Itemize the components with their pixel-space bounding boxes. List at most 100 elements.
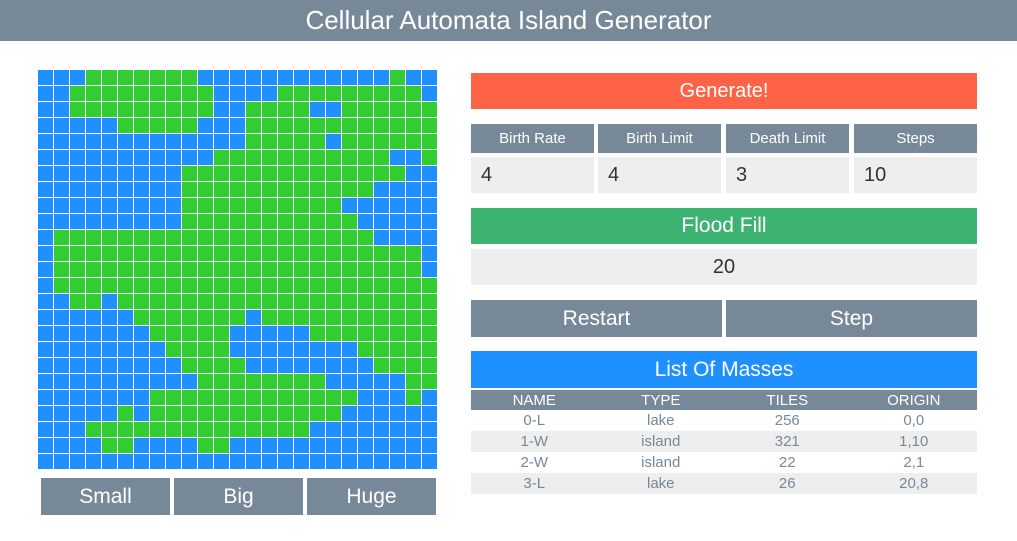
- land-tile[interactable]: [326, 310, 342, 326]
- land-tile[interactable]: [198, 102, 214, 118]
- land-tile[interactable]: [166, 230, 182, 246]
- land-tile[interactable]: [214, 438, 230, 454]
- land-tile[interactable]: [406, 294, 422, 310]
- land-tile[interactable]: [406, 310, 422, 326]
- water-tile[interactable]: [310, 438, 326, 454]
- land-tile[interactable]: [214, 150, 230, 166]
- water-tile[interactable]: [422, 182, 438, 198]
- water-tile[interactable]: [214, 454, 230, 470]
- water-tile[interactable]: [54, 166, 70, 182]
- land-tile[interactable]: [278, 390, 294, 406]
- water-tile[interactable]: [262, 326, 278, 342]
- land-tile[interactable]: [310, 278, 326, 294]
- land-tile[interactable]: [86, 230, 102, 246]
- land-tile[interactable]: [102, 438, 118, 454]
- land-tile[interactable]: [326, 86, 342, 102]
- land-tile[interactable]: [294, 230, 310, 246]
- water-tile[interactable]: [390, 438, 406, 454]
- water-tile[interactable]: [406, 214, 422, 230]
- water-tile[interactable]: [70, 166, 86, 182]
- land-tile[interactable]: [310, 310, 326, 326]
- land-tile[interactable]: [230, 182, 246, 198]
- water-tile[interactable]: [102, 406, 118, 422]
- water-tile[interactable]: [86, 342, 102, 358]
- restart-button[interactable]: Restart: [471, 300, 722, 337]
- water-tile[interactable]: [134, 374, 150, 390]
- land-tile[interactable]: [310, 246, 326, 262]
- small-size-button[interactable]: Small: [41, 478, 170, 515]
- water-tile[interactable]: [150, 150, 166, 166]
- water-tile[interactable]: [342, 374, 358, 390]
- land-tile[interactable]: [310, 134, 326, 150]
- land-tile[interactable]: [310, 374, 326, 390]
- water-tile[interactable]: [86, 214, 102, 230]
- land-tile[interactable]: [246, 406, 262, 422]
- water-tile[interactable]: [38, 198, 54, 214]
- water-tile[interactable]: [406, 438, 422, 454]
- land-tile[interactable]: [342, 118, 358, 134]
- land-tile[interactable]: [118, 86, 134, 102]
- land-tile[interactable]: [294, 86, 310, 102]
- water-tile[interactable]: [214, 118, 230, 134]
- land-tile[interactable]: [86, 294, 102, 310]
- water-tile[interactable]: [86, 390, 102, 406]
- steps-input[interactable]: 10: [854, 157, 977, 193]
- land-tile[interactable]: [374, 294, 390, 310]
- water-tile[interactable]: [326, 134, 342, 150]
- land-tile[interactable]: [102, 262, 118, 278]
- water-tile[interactable]: [374, 198, 390, 214]
- water-tile[interactable]: [310, 102, 326, 118]
- land-tile[interactable]: [406, 278, 422, 294]
- land-tile[interactable]: [294, 150, 310, 166]
- land-tile[interactable]: [262, 166, 278, 182]
- water-tile[interactable]: [54, 198, 70, 214]
- land-tile[interactable]: [294, 278, 310, 294]
- water-tile[interactable]: [246, 86, 262, 102]
- land-tile[interactable]: [246, 390, 262, 406]
- water-tile[interactable]: [38, 422, 54, 438]
- water-tile[interactable]: [406, 422, 422, 438]
- land-tile[interactable]: [294, 262, 310, 278]
- water-tile[interactable]: [54, 358, 70, 374]
- land-tile[interactable]: [278, 374, 294, 390]
- land-tile[interactable]: [294, 102, 310, 118]
- land-tile[interactable]: [182, 358, 198, 374]
- land-tile[interactable]: [182, 422, 198, 438]
- water-tile[interactable]: [390, 406, 406, 422]
- water-tile[interactable]: [38, 182, 54, 198]
- land-tile[interactable]: [214, 214, 230, 230]
- land-tile[interactable]: [326, 390, 342, 406]
- water-tile[interactable]: [326, 70, 342, 86]
- land-tile[interactable]: [422, 374, 438, 390]
- water-tile[interactable]: [326, 102, 342, 118]
- land-tile[interactable]: [294, 390, 310, 406]
- huge-size-button[interactable]: Huge: [307, 478, 436, 515]
- land-tile[interactable]: [294, 118, 310, 134]
- land-tile[interactable]: [406, 134, 422, 150]
- water-tile[interactable]: [390, 214, 406, 230]
- land-tile[interactable]: [310, 166, 326, 182]
- water-tile[interactable]: [358, 422, 374, 438]
- table-row[interactable]: 1-W island 321 1,10: [471, 431, 977, 452]
- water-tile[interactable]: [134, 182, 150, 198]
- water-tile[interactable]: [198, 134, 214, 150]
- water-tile[interactable]: [86, 182, 102, 198]
- land-tile[interactable]: [230, 374, 246, 390]
- water-tile[interactable]: [374, 406, 390, 422]
- land-tile[interactable]: [406, 102, 422, 118]
- land-tile[interactable]: [70, 246, 86, 262]
- water-tile[interactable]: [166, 454, 182, 470]
- water-tile[interactable]: [150, 214, 166, 230]
- land-tile[interactable]: [246, 374, 262, 390]
- water-tile[interactable]: [246, 342, 262, 358]
- water-tile[interactable]: [246, 326, 262, 342]
- big-size-button[interactable]: Big: [174, 478, 303, 515]
- land-tile[interactable]: [198, 86, 214, 102]
- land-tile[interactable]: [406, 86, 422, 102]
- land-tile[interactable]: [214, 374, 230, 390]
- land-tile[interactable]: [86, 102, 102, 118]
- land-tile[interactable]: [230, 310, 246, 326]
- land-tile[interactable]: [246, 278, 262, 294]
- water-tile[interactable]: [374, 422, 390, 438]
- land-tile[interactable]: [214, 262, 230, 278]
